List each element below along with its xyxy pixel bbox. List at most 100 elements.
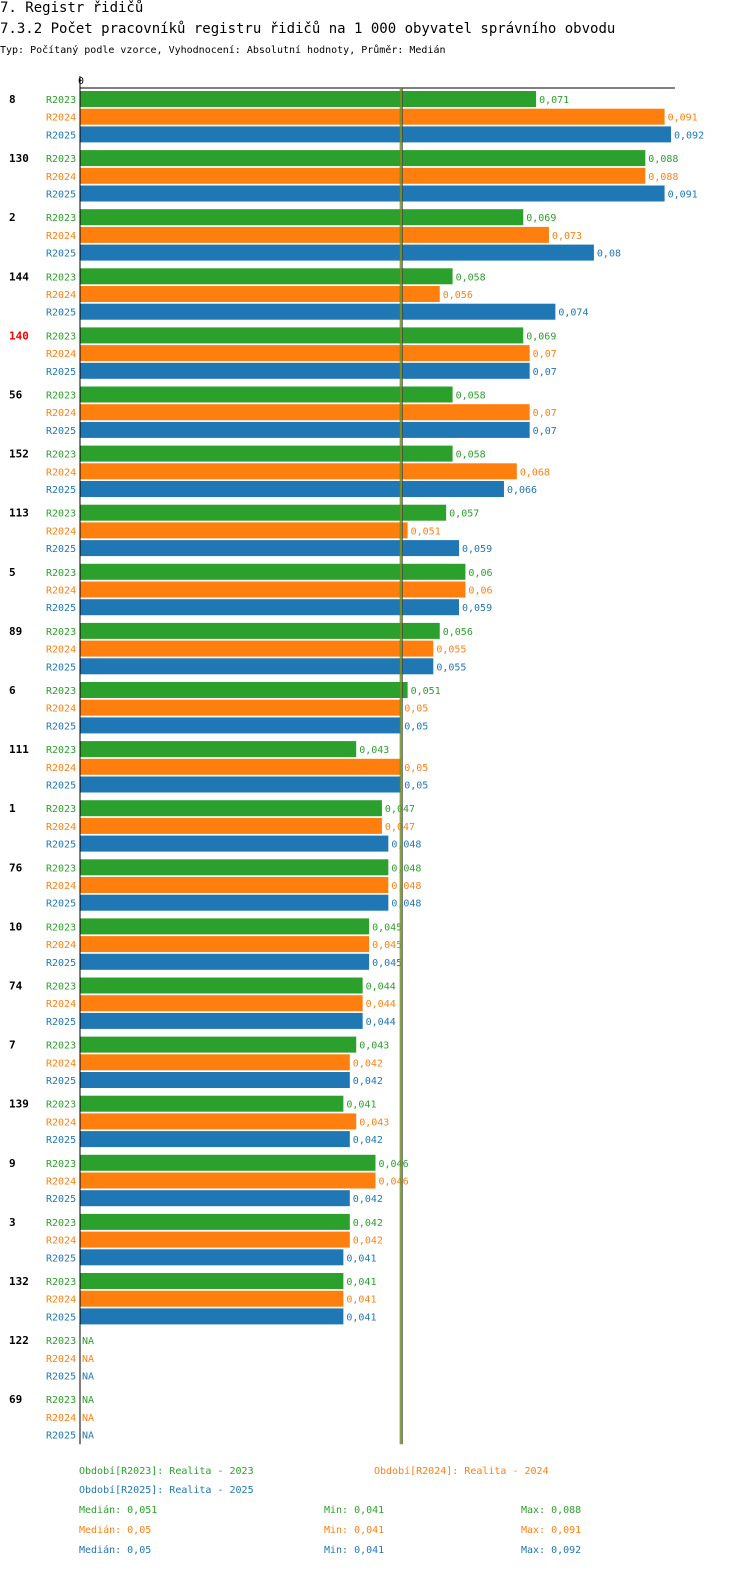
series-label: R2023 xyxy=(46,509,76,520)
value-label: 0,069 xyxy=(526,213,556,224)
bar xyxy=(80,658,434,675)
series-label: R2024 xyxy=(46,999,76,1010)
bar xyxy=(80,622,440,639)
bar xyxy=(80,1172,376,1189)
series-label: R2023 xyxy=(46,331,76,342)
legend-period-r2025: Období[R2025]: Realita - 2025 xyxy=(79,1485,254,1496)
series-label: R2024 xyxy=(46,1117,76,1128)
bar xyxy=(80,995,363,1012)
bar xyxy=(80,817,382,834)
series-label: R2023 xyxy=(46,1277,76,1288)
bar xyxy=(80,185,665,202)
value-label: 0,091 xyxy=(668,113,698,124)
bar xyxy=(80,1095,344,1112)
series-label: R2023 xyxy=(46,686,76,697)
category-label: 122 xyxy=(9,1334,29,1347)
bar xyxy=(80,977,363,994)
series-label: R2023 xyxy=(46,1336,76,1347)
value-label: 0,058 xyxy=(456,450,486,461)
series-label: R2024 xyxy=(46,763,76,774)
series-label: R2024 xyxy=(46,881,76,892)
series-label: R2024 xyxy=(46,822,76,833)
bar xyxy=(80,640,434,657)
series-label: R2024 xyxy=(46,526,76,537)
value-label: 0,044 xyxy=(366,999,396,1010)
series-label: R2025 xyxy=(46,1194,76,1205)
bar xyxy=(80,1113,357,1130)
bar xyxy=(80,1131,350,1148)
category-label: 6 xyxy=(9,684,16,697)
value-label: NA xyxy=(82,1413,94,1424)
series-label: R2023 xyxy=(46,391,76,402)
category-label: 139 xyxy=(9,1098,29,1111)
legend-max-r2025: Max: 0,092 xyxy=(521,1545,582,1556)
bar xyxy=(80,268,453,285)
bar xyxy=(80,445,453,462)
series-label: R2023 xyxy=(46,1395,76,1406)
value-label: 0,059 xyxy=(462,544,492,555)
value-label: 0,06 xyxy=(468,568,492,579)
series-label: R2025 xyxy=(46,190,76,201)
bar xyxy=(80,244,594,261)
value-label: 0,05 xyxy=(404,763,428,774)
value-label: 0,041 xyxy=(346,1253,376,1264)
value-label: 0,07 xyxy=(533,349,557,360)
chart-title: 7.3.2 Počet pracovníků registru řidičů n… xyxy=(0,21,616,37)
value-label: 0,058 xyxy=(456,391,486,402)
value-label: 0,048 xyxy=(391,863,421,874)
series-label: R2025 xyxy=(46,1431,76,1442)
value-label: 0,071 xyxy=(539,95,569,106)
value-label: 0,059 xyxy=(462,603,492,614)
category-label: 5 xyxy=(9,566,16,579)
category-label: 56 xyxy=(9,389,23,402)
category-label: 3 xyxy=(9,1216,16,1229)
bar xyxy=(80,699,402,716)
series-label: R2024 xyxy=(46,1413,76,1424)
category-label: 76 xyxy=(9,861,23,874)
series-label: R2023 xyxy=(46,1041,76,1052)
value-label: 0,051 xyxy=(411,686,441,697)
value-label: NA xyxy=(82,1431,94,1442)
value-label: 0,044 xyxy=(366,982,396,993)
value-label: 0,043 xyxy=(359,1041,389,1052)
value-label: 0,07 xyxy=(533,408,557,419)
series-label: R2024 xyxy=(46,231,76,242)
series-label: R2025 xyxy=(46,781,76,792)
series-label: R2025 xyxy=(46,249,76,260)
series-label: R2025 xyxy=(46,1076,76,1087)
bar xyxy=(80,91,537,107)
value-label: 0,042 xyxy=(353,1076,383,1087)
bar xyxy=(80,481,504,497)
series-label: R2024 xyxy=(46,940,76,951)
bar xyxy=(80,563,466,580)
value-label: 0,05 xyxy=(404,781,428,792)
bar xyxy=(80,209,524,226)
category-label: 7 xyxy=(9,1039,16,1052)
value-label: 0,057 xyxy=(449,509,479,520)
value-label: 0,042 xyxy=(353,1135,383,1146)
bar xyxy=(80,859,389,876)
bar xyxy=(80,286,440,302)
series-label: R2023 xyxy=(46,982,76,993)
value-label: 0,041 xyxy=(346,1312,376,1323)
series-label: R2023 xyxy=(46,95,76,106)
series-label: R2023 xyxy=(46,213,76,224)
series-label: R2023 xyxy=(46,922,76,933)
series-label: R2025 xyxy=(46,1372,76,1383)
series-label: R2024 xyxy=(46,704,76,715)
bar xyxy=(80,1154,376,1171)
bar xyxy=(80,877,389,893)
bar xyxy=(80,386,453,403)
legend-min-r2024: Min: 0,041 xyxy=(324,1525,385,1536)
bar xyxy=(80,835,389,852)
category-label: 113 xyxy=(9,507,29,520)
category-label: 132 xyxy=(9,1275,29,1288)
series-label: R2024 xyxy=(46,172,76,183)
category-label: 144 xyxy=(9,270,29,283)
value-label: 0,046 xyxy=(379,1159,409,1170)
bar xyxy=(80,362,530,379)
bar xyxy=(80,776,402,793)
series-label: R2025 xyxy=(46,130,76,141)
category-label: 140 xyxy=(9,329,29,342)
bar xyxy=(80,463,517,480)
